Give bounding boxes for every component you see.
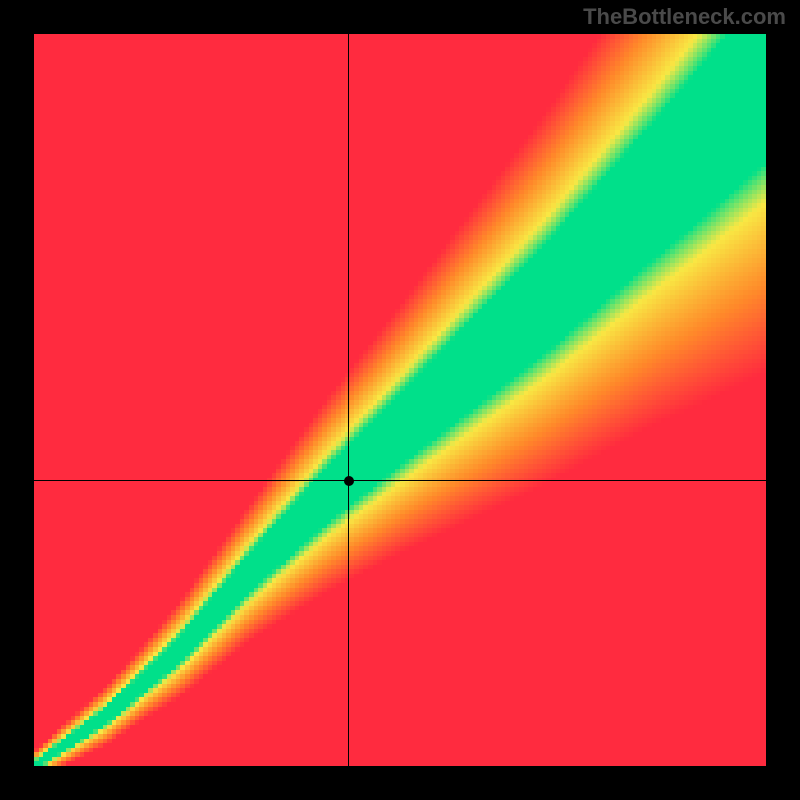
crosshair-horizontal <box>34 480 766 481</box>
chart-container: TheBottleneck.com <box>0 0 800 800</box>
crosshair-vertical <box>348 34 349 766</box>
crosshair-marker <box>344 476 354 486</box>
watermark-text: TheBottleneck.com <box>583 4 786 30</box>
bottleneck-heatmap <box>34 34 766 766</box>
